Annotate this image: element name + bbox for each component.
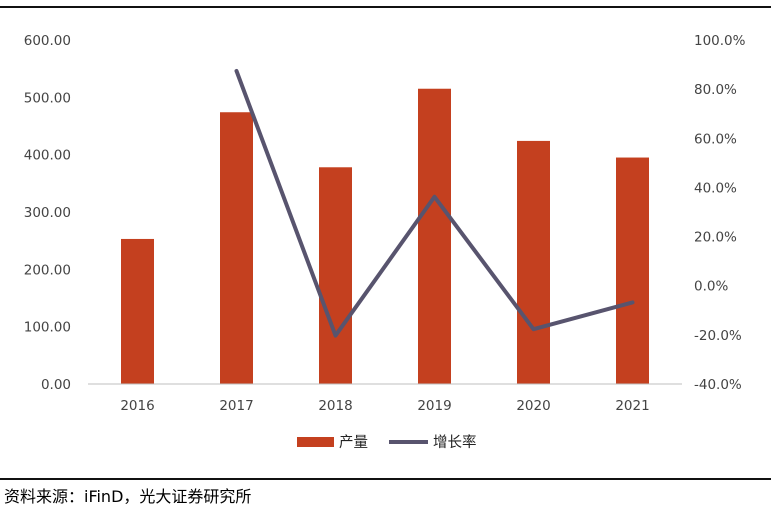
y-left-tick-label: 400.00 <box>24 148 71 164</box>
y-right-tick-label: -20.0% <box>694 328 742 344</box>
y-right-tick-label: 40.0% <box>694 180 737 196</box>
bar-2016 <box>121 238 154 384</box>
bar-2019 <box>418 88 451 384</box>
y-left-tick-label: 300.00 <box>24 205 71 221</box>
bar-2018 <box>319 167 352 384</box>
y-left-tick-label: 200.00 <box>24 262 71 278</box>
y-left-tick-label: 0.00 <box>41 377 71 393</box>
y-right-tick-label: 0.0% <box>694 279 728 295</box>
legend-swatch-bar <box>297 437 334 447</box>
x-tick-label: 2018 <box>318 398 352 414</box>
combo-chart: 0.00 100.00 200.00 300.00 400.00 500.00 600.00… <box>24 33 746 451</box>
x-tick-label: 2020 <box>516 398 550 414</box>
legend-label-bar: 产量 <box>339 434 368 451</box>
legend-label-line: 增长率 <box>433 434 477 451</box>
y-right-tick-label: 80.0% <box>694 82 737 98</box>
bar-2020 <box>517 140 550 384</box>
x-tick-label: 2019 <box>417 398 451 414</box>
y-right-tick-label: -40.0% <box>694 377 742 393</box>
bar-2021 <box>616 157 649 384</box>
y-left-tick-label: 500.00 <box>24 90 71 106</box>
source-note: 资料来源：iFinD，光大证券研究所 <box>4 487 252 506</box>
bar-2017 <box>220 112 253 385</box>
y-left-tick-label: 100.00 <box>24 320 71 336</box>
x-tick-label: 2021 <box>615 398 649 414</box>
bottom-rule <box>0 478 771 480</box>
y-left-tick-label: 600.00 <box>24 33 71 49</box>
y-right-tick-label: 60.0% <box>694 131 737 147</box>
x-tick-label: 2016 <box>120 398 154 414</box>
y-right-tick-label: 100.0% <box>694 33 746 49</box>
top-rule <box>0 6 771 8</box>
y-right-tick-label: 20.0% <box>694 230 737 246</box>
growth-rate-line <box>234 68 635 338</box>
x-tick-label: 2017 <box>219 398 253 414</box>
